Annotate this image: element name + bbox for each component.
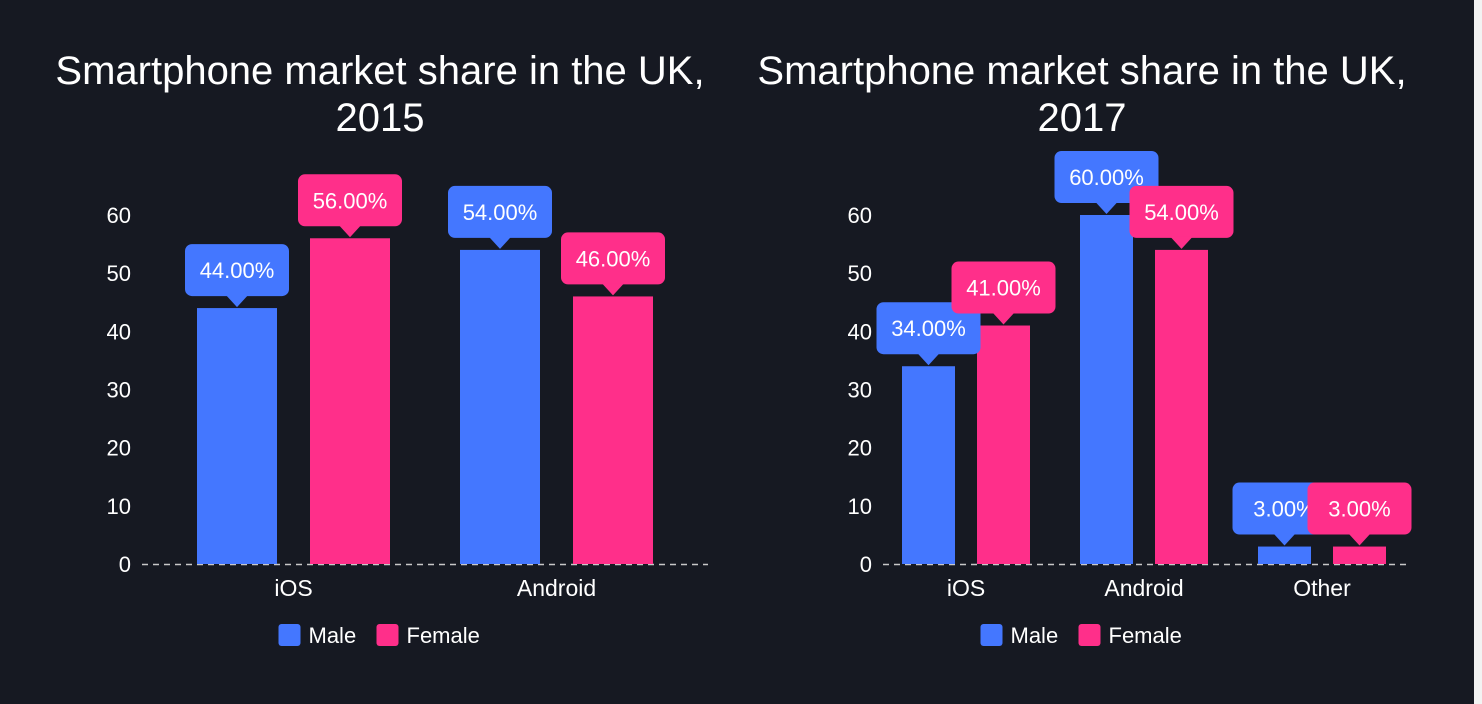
bar-male [460,249,540,564]
data-label-callout: 56.00% [298,174,402,238]
bar-female [573,296,653,564]
data-label-pointer [1273,533,1296,546]
y-tick-label: 20 [107,436,131,461]
data-label-box [1307,482,1412,535]
chart-title-line: Smartphone market share in the UK, [757,49,1406,93]
data-label-pointer [917,353,940,366]
chart-2017: Smartphone market share in the UK, 2017 0 1… [757,49,1412,648]
y-tick-label: 60 [107,203,131,228]
data-label-pointer [226,295,248,308]
y-tick-label: 50 [107,261,131,286]
y-tick-label: 10 [848,494,872,519]
data-label-pointer [1095,202,1118,214]
x-category-label: iOS [274,575,312,601]
bar-female [1333,546,1386,564]
data-label-box [951,261,1056,314]
x-category-label: iOS [947,575,985,601]
legend-label-male: Male [1011,623,1059,648]
chart-title-line: 2017 [1038,96,1127,140]
data-label-box [448,185,552,238]
data-label-box [561,232,665,285]
chart-title: Smartphone market share in the UK, 2017 [757,49,1406,140]
data-label-pointer [1348,533,1371,546]
data-label: 54.00% [1144,200,1219,225]
y-tick-label: 40 [848,319,872,344]
bar-female [1155,249,1208,564]
y-tick-label: 30 [848,378,872,403]
data-label-callout: 54.00% [448,185,552,249]
data-label: 34.00% [891,316,966,341]
data-label-box [876,302,981,355]
data-label: 46.00% [576,246,651,271]
legend-swatch-female [1078,624,1101,646]
data-label-callout: 3.00% [1307,482,1412,546]
data-label-pointer [339,225,361,238]
data-label-pointer [489,236,511,249]
legend-label-male: Male [309,623,357,648]
data-label: 3.00% [1328,497,1390,522]
legend-label-female: Female [1109,623,1182,648]
data-label-box [185,244,289,297]
x-category-label: Other [1293,575,1351,601]
window-edge [1474,0,1482,704]
x-category-label: Android [1104,575,1183,601]
bar-female [977,325,1030,564]
legend-swatch-female [376,624,399,646]
data-label-callout: 44.00% [185,244,289,308]
chart-title: Smartphone market share in the UK, 2015 [55,49,704,140]
y-tick-label: 40 [107,319,131,344]
data-label: 60.00% [1069,165,1144,190]
y-tick-label: 0 [860,552,872,577]
y-tick-label: 60 [848,203,872,228]
data-label: 41.00% [966,276,1041,301]
bar-male [1258,546,1311,564]
chart-title-line: 2015 [336,96,425,140]
chart-2015: Smartphone market share in the UK, 2015 0 1… [55,49,708,648]
data-label: 3.00% [1253,497,1315,522]
data-label-callout: 46.00% [561,232,665,296]
bar-male [902,366,955,564]
data-label: 56.00% [313,188,388,213]
data-label: 44.00% [200,258,275,283]
data-label: 54.00% [463,200,538,225]
data-label-pointer [1170,236,1193,249]
data-label-box [1129,185,1234,238]
y-tick-label: 10 [107,494,131,519]
bar-male [1080,215,1133,564]
legend-swatch-male [980,624,1003,646]
bar-male [197,308,277,564]
data-label-pointer [992,312,1015,325]
data-label-pointer [602,283,624,296]
y-tick-label: 50 [848,261,872,286]
legend-swatch-male [278,624,301,646]
bar-female [310,238,390,564]
data-label-box [298,174,402,227]
data-label-callout: 54.00% [1129,185,1234,249]
y-tick-label: 0 [119,552,131,577]
x-category-label: Android [517,575,596,601]
data-label-callout: 34.00% [876,302,981,366]
y-tick-label: 30 [107,378,131,403]
y-tick-label: 20 [848,436,872,461]
legend-label-female: Female [407,623,480,648]
data-label-callout: 41.00% [951,261,1056,325]
chart-title-line: Smartphone market share in the UK, [55,49,704,93]
